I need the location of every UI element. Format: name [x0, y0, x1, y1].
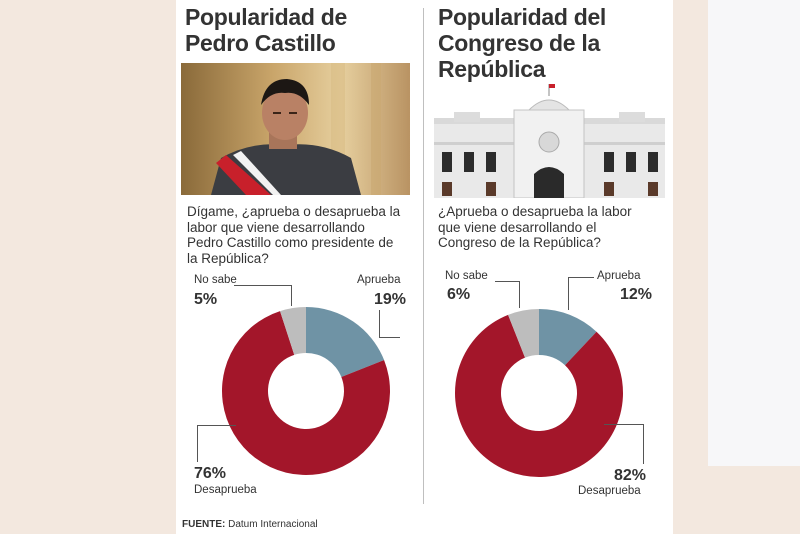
source-note: FUENTE: Datum Internacional	[182, 519, 318, 530]
left-aprueba-leader	[379, 310, 400, 338]
right-donut-chart	[455, 309, 623, 477]
left-slice-desaprueba	[222, 311, 390, 475]
source-label: FUENTE:	[182, 519, 226, 530]
left-slice-aprueba	[306, 307, 385, 378]
left-desaprueba-value: 76%	[194, 465, 227, 482]
right-title-line1: Popularidad del	[438, 4, 607, 30]
left-donut-chart	[222, 307, 390, 475]
left-question: Dígame, ¿aprueba o desaprueba la labor q…	[187, 204, 400, 266]
left-slice-no-sabe	[280, 307, 306, 355]
source-text: Datum Internacional	[225, 519, 318, 530]
right-question: ¿Aprueba o desaprueba la labor que viene…	[438, 204, 632, 251]
right-title-line2: Congreso de la	[438, 30, 600, 56]
right-aprueba-label: Aprueba	[597, 270, 641, 282]
left-title-line2: Pedro Castillo	[185, 30, 336, 56]
right-slice-no-sabe	[508, 309, 539, 358]
left-question-line: Pedro Castillo como presidente de	[187, 235, 394, 250]
right-no-sabe-leader	[495, 281, 520, 308]
left-aprueba-value: 19%	[374, 291, 407, 308]
right-desaprueba-value: 82%	[614, 467, 647, 484]
right-no-sabe-value: 6%	[447, 286, 471, 303]
right-slice-aprueba	[539, 309, 597, 366]
left-desaprueba-leader	[197, 425, 236, 462]
left-title-line1: Popularidad de	[185, 4, 347, 30]
right-question-line: ¿Aprueba o desaprueba la labor	[438, 204, 632, 219]
left-no-sabe-leader	[234, 285, 292, 306]
right-aprueba-value: 12%	[620, 286, 653, 303]
castillo-photo	[181, 63, 410, 195]
congress-building-illustration	[434, 82, 665, 198]
right-aprueba-leader	[568, 277, 594, 310]
left-question-line: labor que viene desarrollando	[187, 219, 365, 235]
right-desaprueba-leader	[604, 424, 644, 464]
right-question-line: Congreso de la República?	[438, 235, 601, 250]
right-slice-desaprueba	[455, 314, 623, 477]
left-no-sabe-label: No sabe	[194, 274, 237, 286]
left-title: Popularidad de Pedro Castillo	[185, 4, 347, 56]
right-title-line3: República	[438, 56, 546, 82]
right-question-line: que viene desarrollando el	[438, 219, 597, 235]
left-question-line: Dígame, ¿aprueba o desaprueba la	[187, 204, 401, 219]
left-question-line: la República?	[187, 250, 269, 266]
left-aprueba-label: Aprueba	[357, 274, 401, 286]
side-panel	[708, 0, 800, 466]
right-desaprueba-label: Desaprueba	[578, 485, 641, 497]
right-no-sabe-label: No sabe	[445, 270, 488, 282]
column-divider	[423, 8, 424, 504]
left-no-sabe-value: 5%	[194, 291, 218, 308]
right-title: Popularidad del Congreso de la República	[438, 4, 606, 82]
left-desaprueba-label: Desaprueba	[194, 484, 257, 496]
